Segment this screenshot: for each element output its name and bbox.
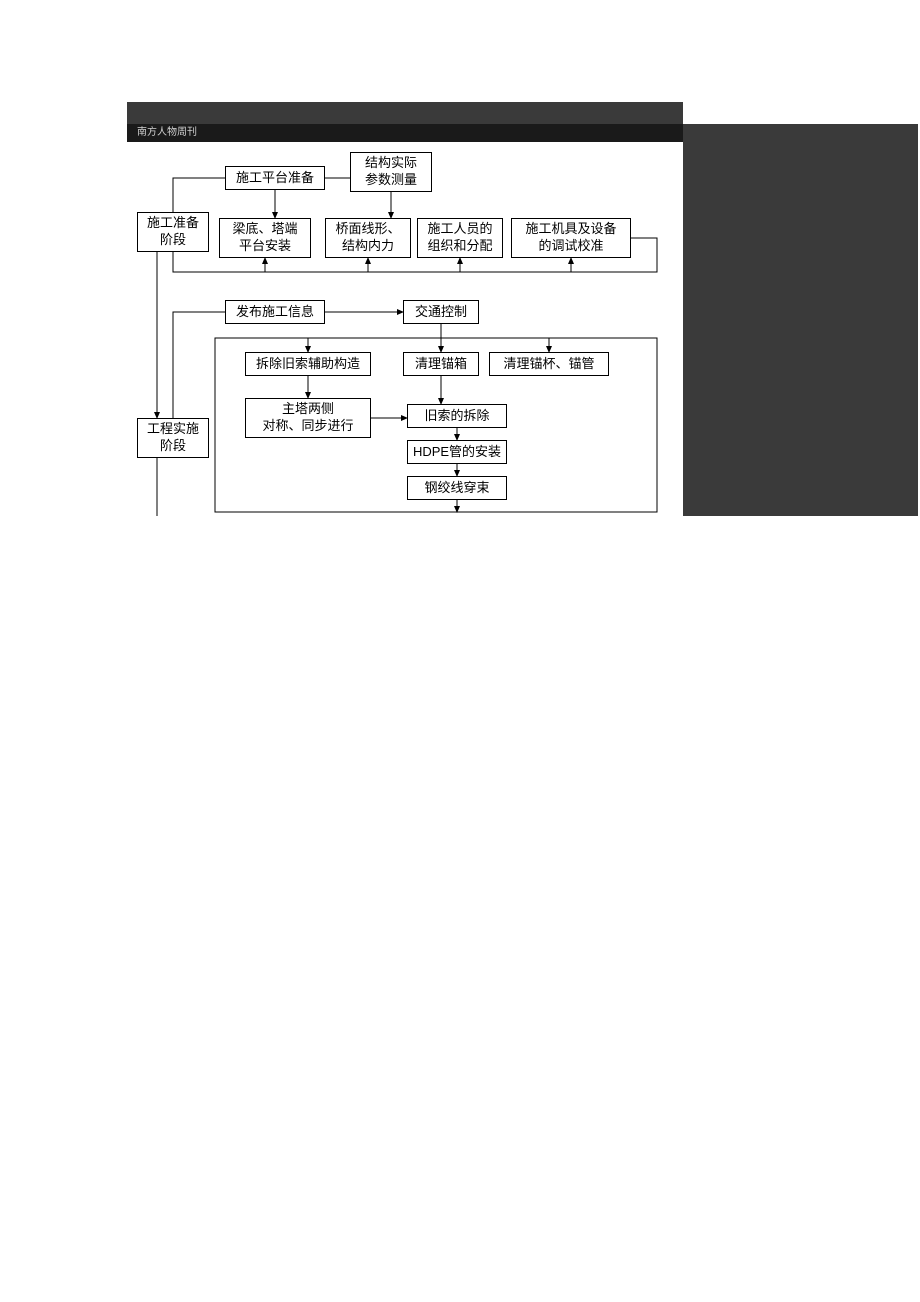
flowchart-edges [127,142,683,516]
label: 发布施工信息 [236,304,314,321]
flowchart-canvas: 施工准备阶段 工程实施阶段 施工平台准备 结构实际参数测量 梁底、塔端平台安装 … [127,142,683,516]
label: HDPE管的安装 [413,444,501,461]
label: 施工准备阶段 [147,215,199,249]
node-bridge-shape: 桥面线形、结构内力 [325,218,411,258]
label: 交通控制 [415,304,467,321]
node-clean-box: 清理锚箱 [403,352,479,376]
node-remove-aux: 拆除旧索辅助构造 [245,352,371,376]
label: 梁底、塔端平台安装 [232,221,297,255]
node-clean-cup: 清理锚杯、锚管 [489,352,609,376]
node-publish-info: 发布施工信息 [225,300,325,324]
node-stage-impl: 工程实施阶段 [137,418,209,458]
label: 施工平台准备 [236,170,314,187]
node-personnel: 施工人员的组织和分配 [417,218,503,258]
title-text: 南方人物周刊 [137,127,197,138]
node-hdpe-install: HDPE管的安装 [407,440,507,464]
label: 施工人员的组织和分配 [427,221,492,255]
node-old-cable-remove: 旧索的拆除 [407,404,507,428]
label: 钢绞线穿束 [424,480,489,497]
title-bar: 南方人物周刊 [127,124,683,142]
node-equipment: 施工机具及设备的调试校准 [511,218,631,258]
label: 施工机具及设备的调试校准 [525,221,616,255]
node-strand-thread: 钢绞线穿束 [407,476,507,500]
node-platform-prep: 施工平台准备 [225,166,325,190]
label: 桥面线形、结构内力 [335,221,400,255]
node-stage-prep: 施工准备阶段 [137,212,209,252]
node-traffic-control: 交通控制 [403,300,479,324]
label: 结构实际参数测量 [365,155,417,189]
node-struct-measure: 结构实际参数测量 [350,152,432,192]
label: 工程实施阶段 [147,421,199,455]
label: 主塔两侧对称、同步进行 [262,401,353,435]
dark-panel-right [683,124,918,516]
label: 拆除旧索辅助构造 [256,356,360,373]
node-beam-install: 梁底、塔端平台安装 [219,218,311,258]
label: 清理锚箱 [415,356,467,373]
node-tower-sym: 主塔两侧对称、同步进行 [245,398,371,438]
label: 清理锚杯、锚管 [503,356,594,373]
label: 旧索的拆除 [424,408,489,425]
